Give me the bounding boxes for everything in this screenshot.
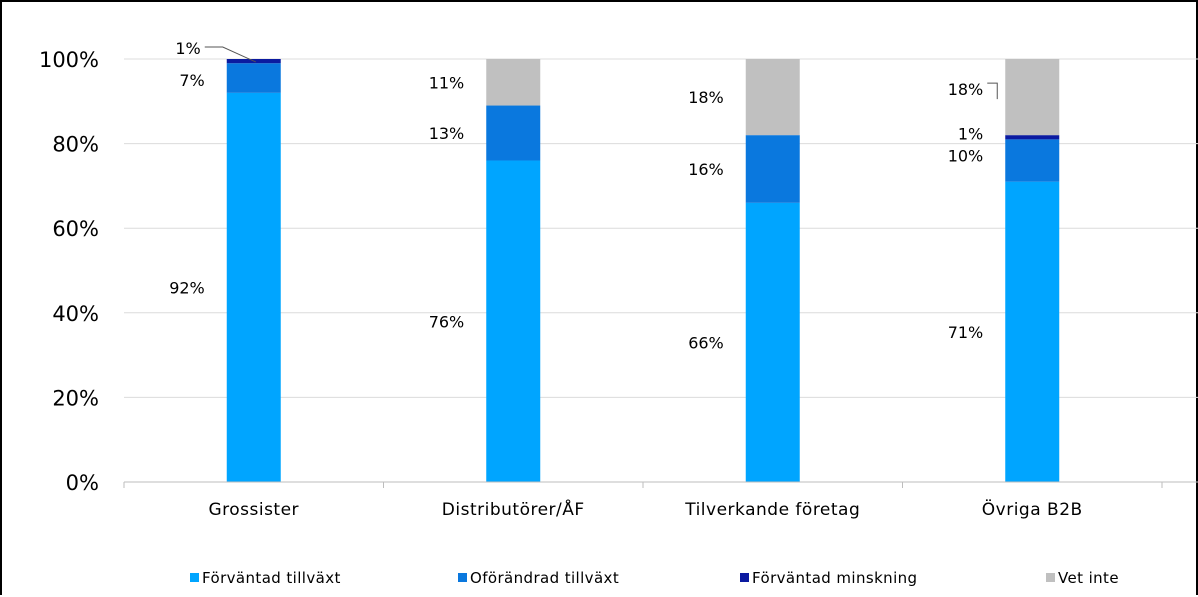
data-label: 18%	[688, 88, 724, 107]
legend-label: Oförändrad tillväxt	[470, 569, 619, 587]
legend-swatch	[740, 573, 749, 582]
x-axis: Grossister Distributörer/ÅF Tilverkande fö…	[123, 481, 1198, 520]
data-label: 11%	[429, 73, 465, 92]
bar-segment	[1005, 139, 1060, 182]
category-label: Distributörer/ÅF	[442, 498, 585, 520]
data-label: 13%	[429, 124, 465, 143]
legend-label: Vet inte	[1058, 569, 1119, 587]
bar-segment	[1005, 59, 1060, 136]
legend-label: Förväntad minskning	[752, 569, 917, 587]
legend-label: Förväntad tillväxt	[202, 569, 341, 587]
bar-segment	[226, 63, 281, 93]
data-label: 10%	[948, 146, 984, 165]
bar-segment	[226, 92, 281, 482]
bars	[226, 59, 1060, 483]
data-label: 16%	[688, 160, 724, 179]
y-tick-label: 40%	[52, 302, 99, 326]
y-tick-label: 100%	[39, 48, 99, 72]
data-label: 71%	[948, 323, 984, 342]
data-label: 1%	[175, 39, 200, 58]
data-label: 18%	[948, 80, 984, 99]
data-label: 92%	[169, 278, 205, 297]
category-label: Grossister	[208, 500, 299, 520]
bar-segment	[486, 59, 541, 106]
data-label: 76%	[429, 312, 465, 331]
leader-line	[204, 46, 256, 63]
legend-item: Förväntad tillväxt	[190, 569, 341, 587]
bar-segment	[486, 105, 541, 161]
bar-segment	[486, 160, 541, 482]
gridlines: 0% 20% 40% 60% 80% 100%	[39, 48, 1198, 495]
bar-segment	[1005, 135, 1060, 140]
legend-item: Förväntad minskning	[740, 569, 917, 587]
y-tick-label: 20%	[52, 386, 99, 410]
y-tick-label: 80%	[52, 133, 99, 157]
bar-segment	[1005, 181, 1060, 483]
legend-item: Vet inte	[1046, 569, 1119, 587]
y-tick-label: 60%	[52, 217, 99, 241]
y-tick-label: 0%	[66, 471, 99, 495]
data-label: 1%	[958, 124, 983, 143]
data-labels: 92% 7% 1% 76% 13% 11% 66% 16% 18% 71% 10% 1% 18%	[169, 39, 998, 352]
bar-segment	[745, 202, 800, 482]
category-label: Övriga B2B	[982, 498, 1083, 520]
legend-swatch	[458, 573, 467, 582]
legend-item: Oförändrad tillväxt	[458, 569, 619, 587]
legend: Förväntad tillväxt Oförändrad tillväxt För…	[190, 569, 1119, 587]
legend-swatch	[190, 573, 199, 582]
leader-line	[987, 82, 998, 100]
category-label: Tilverkande företag	[684, 500, 860, 520]
bar-segment	[745, 59, 800, 136]
bar-segment	[745, 135, 800, 203]
data-label: 66%	[688, 333, 724, 352]
data-label: 7%	[179, 71, 204, 90]
legend-swatch	[1046, 573, 1055, 582]
